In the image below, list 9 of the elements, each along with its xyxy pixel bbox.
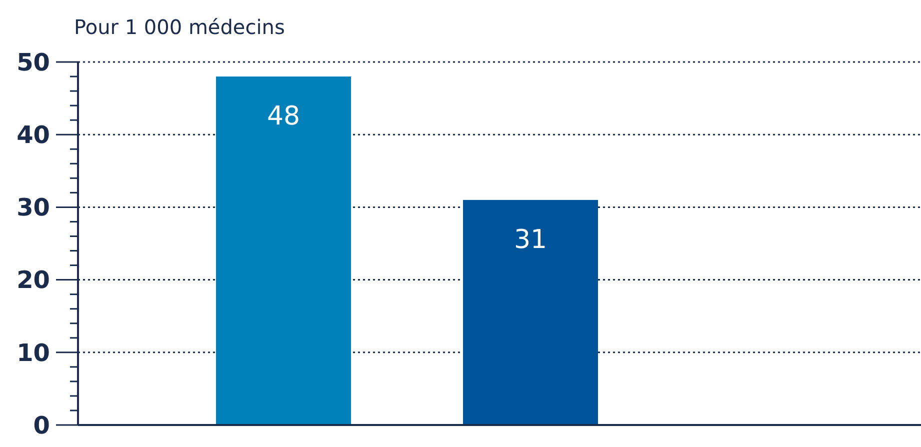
y-tick-label: 30 — [16, 194, 50, 222]
y-axis-title: Pour 1 000 médecins — [74, 15, 285, 39]
y-tick-label: 10 — [16, 338, 50, 367]
y-tick-label: 50 — [16, 48, 50, 76]
data-label: 31 — [514, 224, 548, 255]
data-label: 48 — [266, 102, 300, 132]
y-tick-label: 20 — [16, 266, 50, 294]
y-tick-label: 0 — [33, 411, 50, 440]
y-tick-label: 40 — [16, 121, 50, 149]
